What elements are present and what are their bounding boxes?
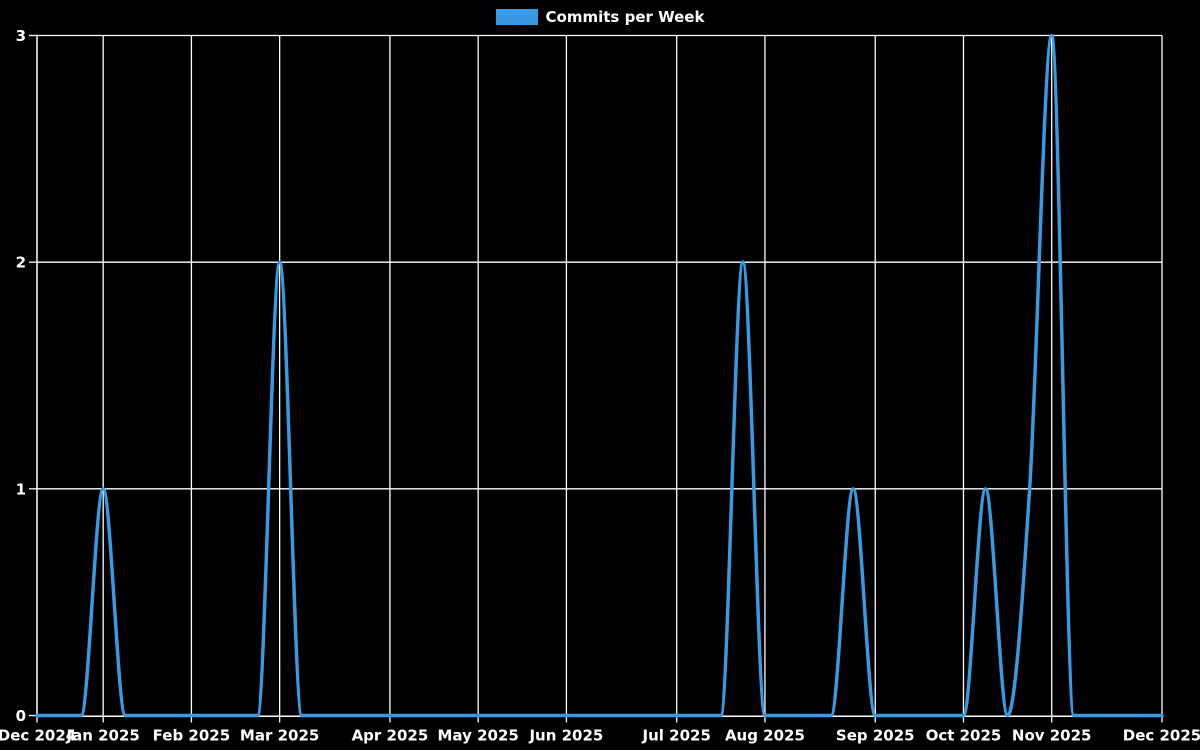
x-tick-label: Mar 2025 xyxy=(240,727,319,745)
x-tick-label: Jan 2025 xyxy=(65,727,139,745)
chart-legend: Commits per Week xyxy=(0,8,1200,26)
x-tick-label: Oct 2025 xyxy=(926,727,1002,745)
y-tick-label: 0 xyxy=(16,707,26,725)
x-tick-label: Dec 2025 xyxy=(1123,727,1200,745)
commits-line-series xyxy=(35,33,1164,718)
x-tick-label: Sep 2025 xyxy=(836,727,915,745)
data-series-layer xyxy=(35,33,1164,718)
x-tick-label: Aug 2025 xyxy=(725,727,805,745)
y-tick-label: 3 xyxy=(16,27,26,45)
legend-label: Commits per Week xyxy=(545,8,705,26)
y-tick-label: 2 xyxy=(16,254,26,272)
gridlines-layer xyxy=(37,34,1163,716)
x-tick-label: Nov 2025 xyxy=(1012,727,1092,745)
x-tick-label: Feb 2025 xyxy=(153,727,231,745)
x-tick-label: Apr 2025 xyxy=(352,727,429,745)
y-tick-label: 1 xyxy=(16,480,26,498)
legend-swatch-icon xyxy=(495,9,538,25)
x-tick-label: Dec 2024 xyxy=(0,727,76,745)
x-tick-label: Jun 2025 xyxy=(528,727,603,745)
x-tick-label: May 2025 xyxy=(438,727,519,745)
legend-item-commits[interactable]: Commits per Week xyxy=(495,8,705,26)
x-tick-label: Jul 2025 xyxy=(642,727,711,745)
axes-layer xyxy=(29,34,1163,723)
